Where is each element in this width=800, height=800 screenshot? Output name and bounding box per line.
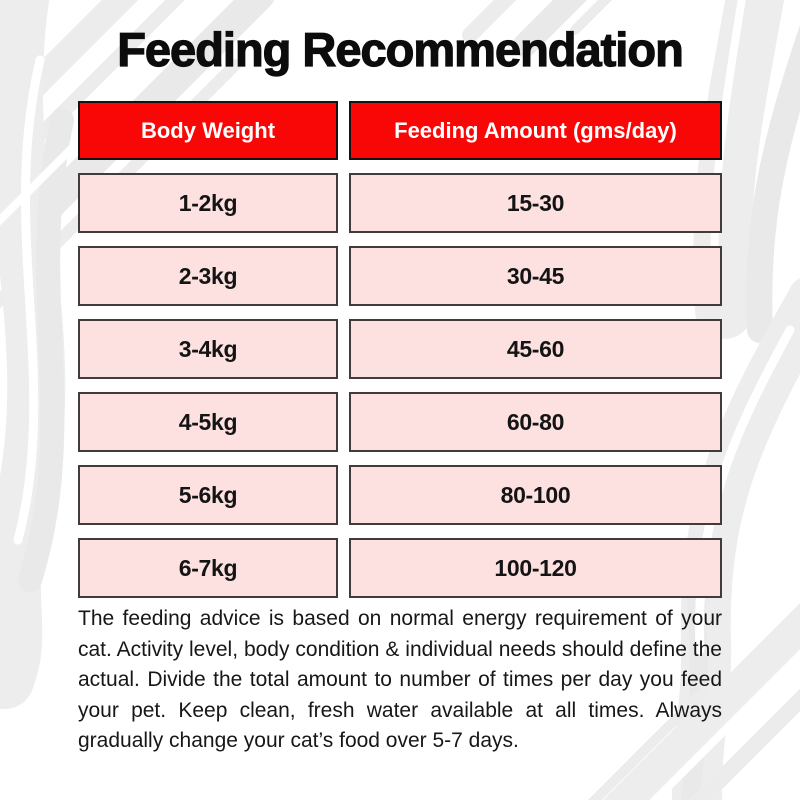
table-cell-amount-6: 100-120: [349, 538, 722, 598]
table-cell-weight-3: 3-4kg: [78, 319, 338, 379]
feeding-advice-note: The feeding advice is based on normal en…: [78, 607, 722, 752]
table-cell-amount-2: 30-45: [349, 246, 722, 306]
feeding-table: Body Weight Feeding Amount (gms/day) 1-2…: [78, 101, 722, 598]
table-cell-amount-5: 80-100: [349, 465, 722, 525]
table-cell-weight-6: 6-7kg: [78, 538, 338, 598]
table-cell-weight-4: 4-5kg: [78, 392, 338, 452]
table-cell-amount-3: 45-60: [349, 319, 722, 379]
table-cell-weight-5: 5-6kg: [78, 465, 338, 525]
table-header-feeding-amount: Feeding Amount (gms/day): [349, 101, 722, 160]
table-cell-weight-1: 1-2kg: [78, 173, 338, 233]
table-header-body-weight: Body Weight: [78, 101, 338, 160]
table-cell-weight-2: 2-3kg: [78, 246, 338, 306]
page-title: Feeding Recommendation: [117, 22, 685, 76]
table-cell-amount-1: 15-30: [349, 173, 722, 233]
table-cell-amount-4: 60-80: [349, 392, 722, 452]
